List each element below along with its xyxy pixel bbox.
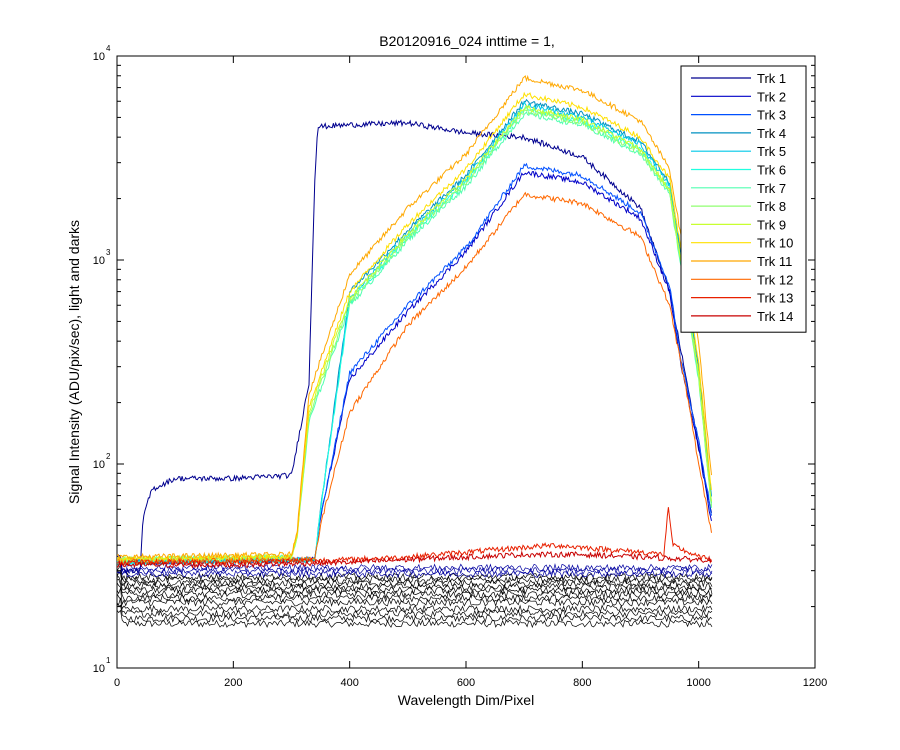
dark-trace (117, 578, 713, 600)
dark-trace (117, 569, 713, 588)
series-line-14 (117, 550, 712, 569)
legend-label: Trk 13 (757, 291, 793, 306)
series-line-13 (117, 507, 712, 567)
series-line-1 (117, 119, 712, 575)
dark-trace (117, 602, 713, 624)
dark-trace (117, 554, 713, 573)
legend-label: Trk 8 (757, 199, 786, 214)
dark-trace (117, 557, 713, 579)
dark-trace (117, 609, 713, 629)
y-tick-label: 10 (93, 255, 105, 267)
legend-label: Trk 10 (757, 236, 793, 251)
dark-trace (117, 562, 713, 585)
dark-trace (117, 593, 713, 614)
series-lines (117, 74, 712, 575)
legend-label: Trk 9 (757, 217, 786, 232)
x-tick-label: 1200 (803, 677, 827, 689)
y-axis-label: Signal Intensity (ADU/pix/sec), light an… (66, 220, 82, 504)
x-tick-label: 200 (224, 677, 242, 689)
x-tick-label: 800 (573, 677, 591, 689)
legend-label: Trk 1 (757, 71, 786, 86)
y-tick-label: 10 (93, 663, 105, 675)
legend-label: Trk 3 (757, 108, 786, 123)
series-line-11 (117, 74, 712, 562)
legend-box (680, 65, 807, 333)
x-tick-label: 0 (114, 677, 120, 689)
dark-traces (117, 554, 713, 629)
dark-trace (117, 597, 713, 618)
dark-trace (117, 571, 713, 592)
x-tick-label: 600 (457, 677, 475, 689)
dark-trace (117, 588, 713, 608)
legend: Trk 1 Trk 2 Trk 3 Trk 4 Trk 5 Trk 6 Trk 7 Trk 8… (680, 65, 807, 333)
x-tick-label: 400 (340, 677, 358, 689)
legend-label: Trk 2 (757, 89, 786, 104)
x-tick-label: 1000 (686, 677, 710, 689)
legend-label: Trk 12 (757, 272, 793, 287)
x-axis-label: Wavelength Dim/Pixel (398, 692, 534, 708)
y-tick-exponent: 2 (106, 452, 111, 461)
legend-label: Trk 6 (757, 163, 786, 178)
y-tick-label: 10 (93, 51, 105, 63)
legend-label: Trk 14 (757, 309, 793, 324)
dark-trace (117, 576, 713, 596)
legend-label: Trk 11 (757, 254, 792, 269)
y-tick-exponent: 3 (106, 248, 111, 257)
dark-trace (117, 554, 713, 576)
series-line-9 (117, 104, 712, 564)
y-tick-label: 10 (93, 459, 105, 471)
y-tick-exponent: 4 (106, 44, 111, 53)
legend-label: Trk 4 (757, 126, 786, 141)
legend-label: Trk 5 (757, 144, 786, 159)
legend-label: Trk 7 (757, 181, 786, 196)
y-tick-exponent: 1 (106, 656, 111, 665)
chart-title: B20120916_024 inttime = 1, (379, 33, 555, 49)
